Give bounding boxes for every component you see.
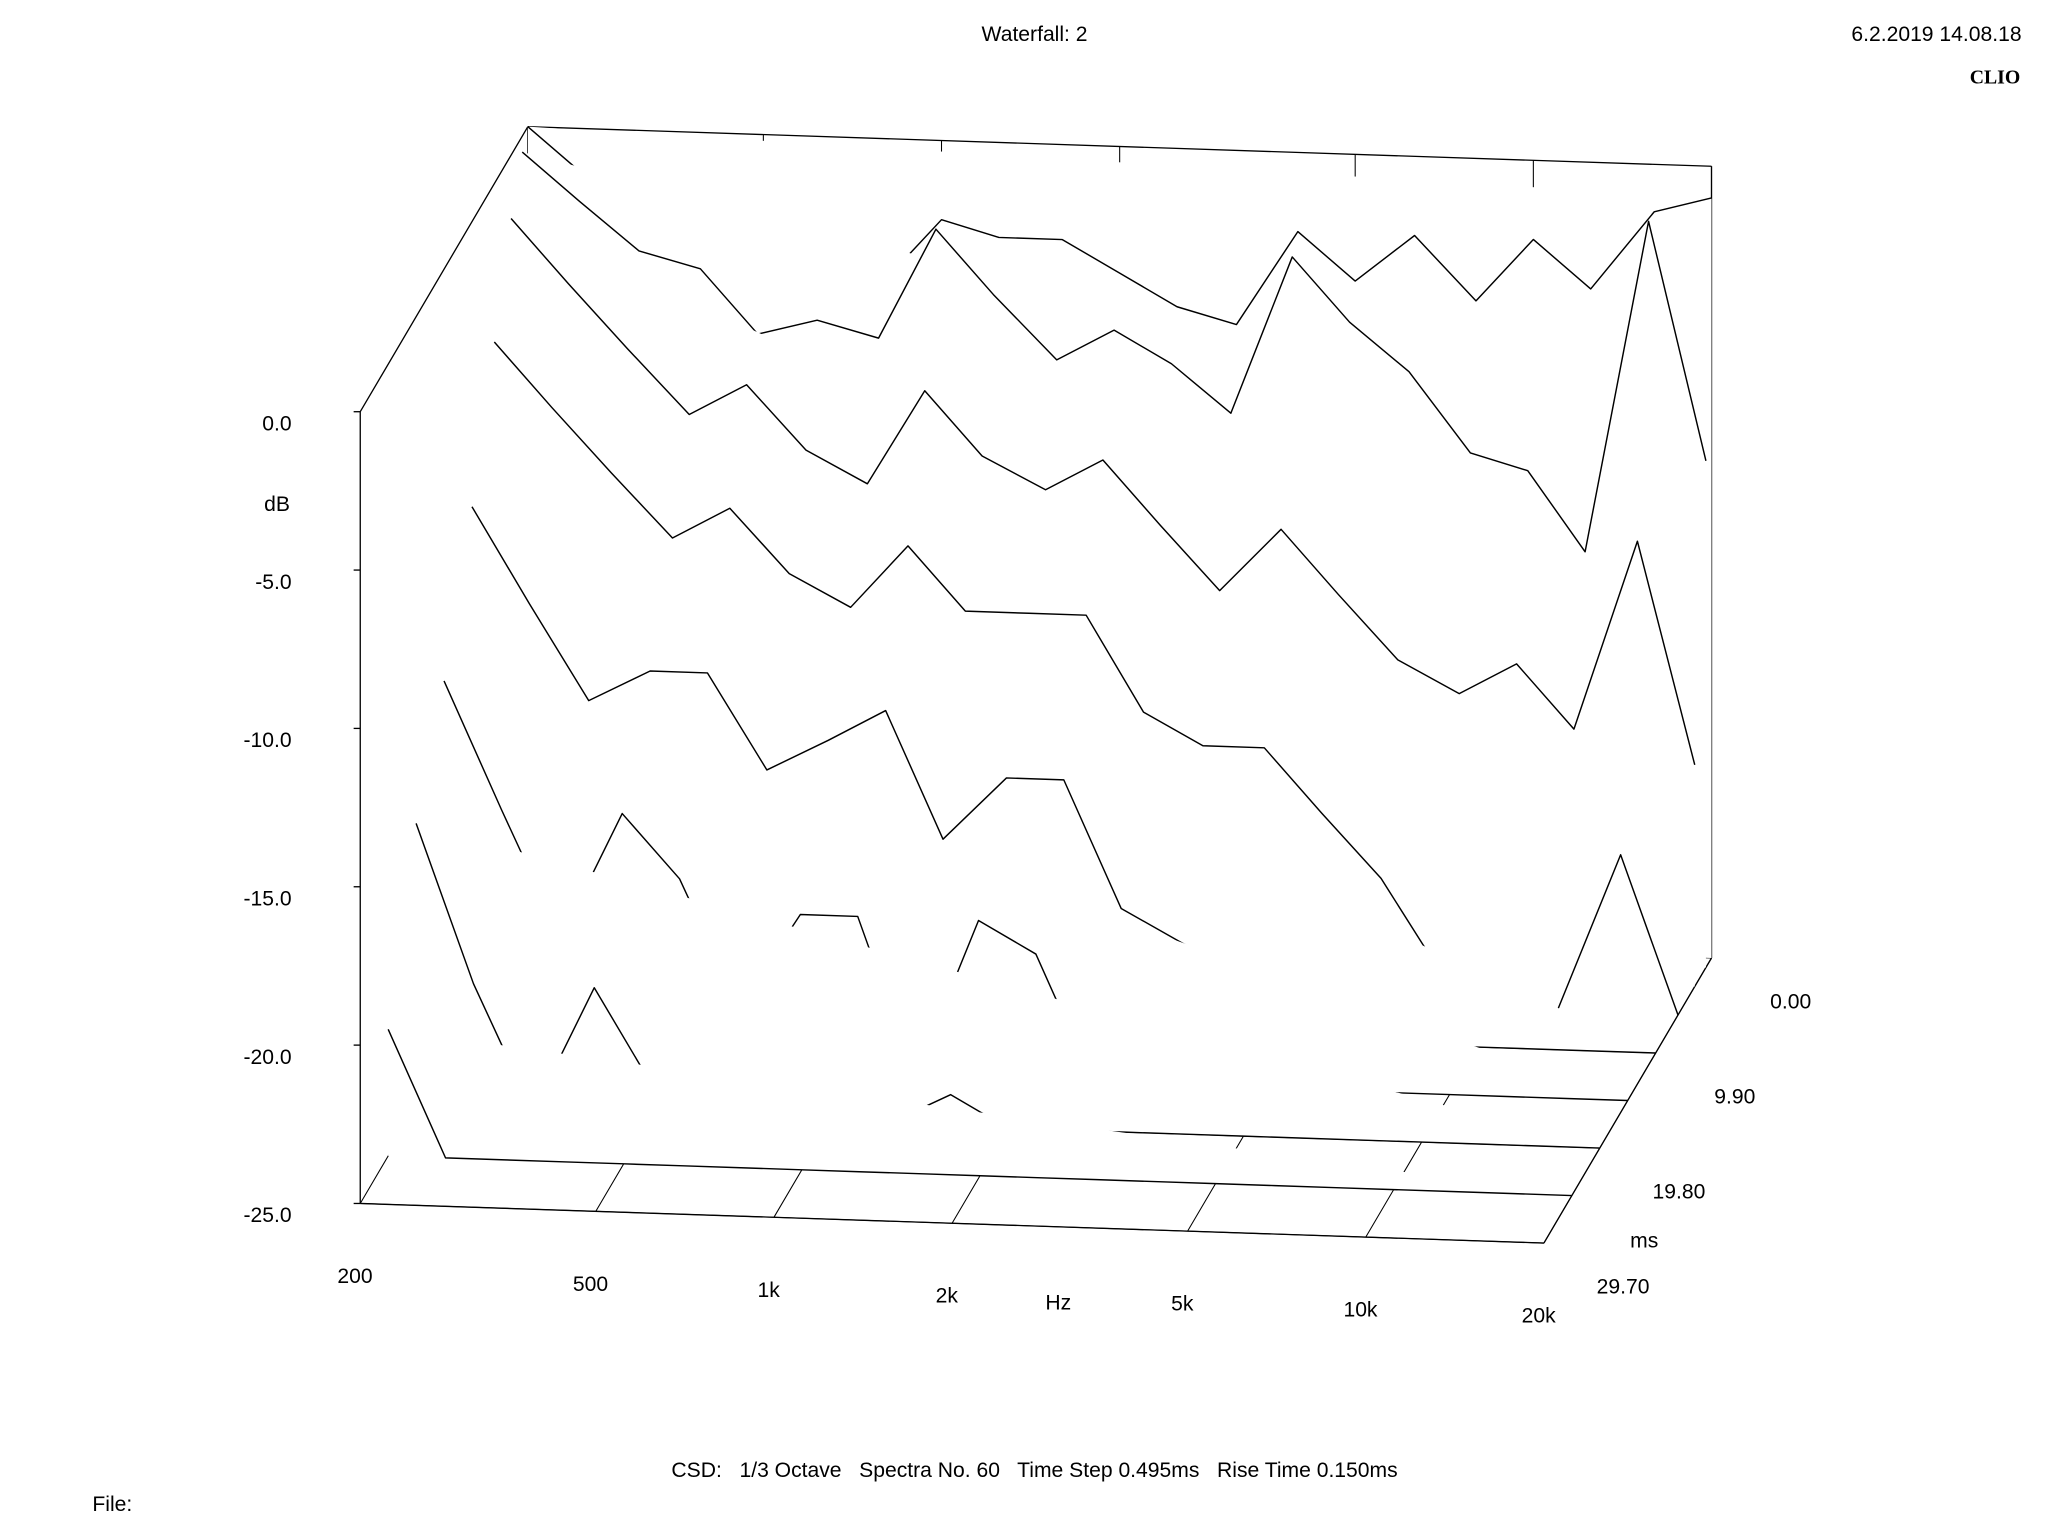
y-tick-label: -5.0 [255,571,291,594]
spectrum [510,218,1696,766]
z-tick-label: 0.00 [1770,990,1811,1013]
z-tick-label: 9.90 [1714,1085,1755,1108]
x-tick-label: 500 [573,1273,608,1296]
y-tick-label: -20.0 [244,1046,292,1069]
spectrum [521,151,1707,553]
y-tick-label: 0.0 [262,412,291,435]
z-axis-label: ms [1630,1229,1658,1252]
file-label: File: [92,1493,132,1516]
x-tick-label: 10k [1343,1299,1377,1322]
x-axis-label: Hz [1045,1291,1071,1314]
y-tick-label: -15.0 [244,888,292,911]
footer: CSD: 1/3 Octave Spectra No. 60 Time Step… [671,1459,1397,1482]
x-tick-label: 1k [757,1279,780,1302]
x-tick-label: 20k [1522,1305,1556,1328]
y-tick-label: -25.0 [244,1204,292,1227]
z-tick-label: 29.70 [1597,1275,1650,1298]
spectrum [387,1028,1572,1197]
z-tick-label: 19.80 [1653,1180,1706,1203]
y-tick-label: -10.0 [244,729,292,752]
date: 6.2.2019 14.08.18 [1851,23,2021,46]
brand: CLIO [1970,67,2021,89]
chart-title: Waterfall: 2 [982,23,1088,46]
y-axis-label: dB [264,493,290,516]
x-tick-label: 5k [1171,1293,1194,1316]
x-tick-label: 2k [936,1285,959,1308]
x-tick-label: 200 [337,1265,372,1288]
